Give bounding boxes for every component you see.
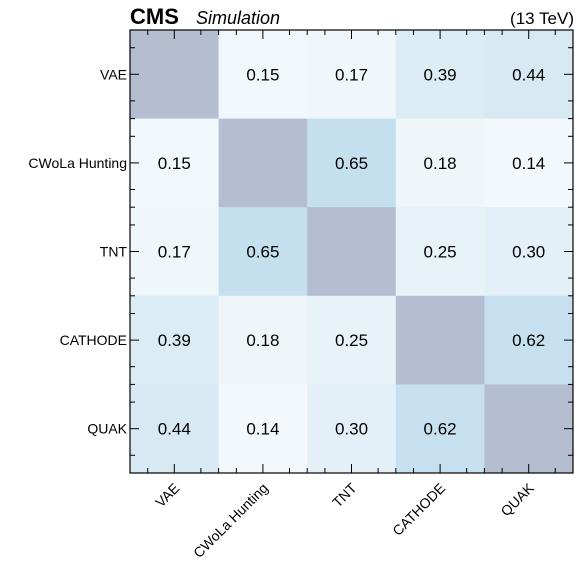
energy-label: (13 TeV) <box>510 9 574 28</box>
x-tick-label-vae: VAE <box>152 480 182 510</box>
heatmap-cell-tnt-cwola-hunting <box>218 207 308 297</box>
heatmap-cell-quak-quak <box>484 384 574 474</box>
y-tick-label-cwola-hunting: CWoLa Hunting <box>28 155 127 171</box>
experiment-label: CMS <box>130 4 179 29</box>
heatmap-cell-tnt-vae <box>130 207 220 297</box>
y-tick-label-cathode: CATHODE <box>60 332 127 348</box>
simulation-label: Simulation <box>196 8 280 28</box>
cell-value-label: 0.18 <box>246 331 279 350</box>
x-tick-label-cathode: CATHODE <box>389 480 448 539</box>
cell-value-label: 0.39 <box>158 331 191 350</box>
x-axis-labels: VAE CWoLa Hunting TNT CATHODE QUAK <box>152 479 537 560</box>
heatmap-cell-cwola-hunting-quak <box>484 118 574 208</box>
heatmap-cell-vae-quak <box>484 30 574 120</box>
heatmap-cells <box>130 30 574 474</box>
heatmap-cell-vae-tnt <box>307 30 397 120</box>
cell-value-label: 0.25 <box>335 331 368 350</box>
x-tick-label-quak: QUAK <box>497 479 537 519</box>
heatmap-cell-cathode-vae <box>130 295 220 385</box>
axis-ticks <box>130 30 573 473</box>
cell-value-label: 0.30 <box>512 243 545 262</box>
cell-value-label: 0.17 <box>158 243 191 262</box>
cell-value-label: 0.15 <box>158 154 191 173</box>
cell-value-label: 0.39 <box>424 65 457 84</box>
heatmap-cell-tnt-tnt <box>307 207 397 297</box>
cell-value-label: 0.17 <box>335 65 368 84</box>
heatmap-cell-tnt-cathode <box>395 207 485 297</box>
x-tick-label-cwola-hunting: CWoLa Hunting <box>190 480 271 561</box>
cell-value-label: 0.44 <box>512 65 545 84</box>
heatmap-cell-vae-cathode <box>395 30 485 120</box>
heatmap-cell-tnt-quak <box>484 207 574 297</box>
heatmap-cell-cwola-hunting-tnt <box>307 118 397 208</box>
cell-value-label: 0.25 <box>424 243 457 262</box>
cell-value-label: 0.18 <box>424 154 457 173</box>
cell-value-label: 0.62 <box>424 420 457 439</box>
y-axis-labels: VAE CWoLa Hunting TNT CATHODE QUAK <box>28 66 127 436</box>
heatmap-values: 0.15 0.17 0.39 0.44 0.15 0.65 0.18 0.14 0.17 0.65… <box>158 65 545 438</box>
x-tick-label-tnt: TNT <box>329 479 360 510</box>
y-tick-label-tnt: TNT <box>100 244 128 260</box>
cell-value-label: 0.62 <box>512 331 545 350</box>
heatmap-cell-quak-vae <box>130 384 220 474</box>
cell-value-label: 0.65 <box>246 243 279 262</box>
heatmap-cell-cathode-cwola-hunting <box>218 295 308 385</box>
cell-value-label: 0.65 <box>335 154 368 173</box>
cell-value-label: 0.15 <box>246 65 279 84</box>
heatmap-cell-quak-cathode <box>395 384 485 474</box>
y-tick-label-quak: QUAK <box>87 421 127 437</box>
cell-value-label: 0.30 <box>335 420 368 439</box>
heatmap-cell-vae-vae <box>130 30 220 120</box>
cell-value-label: 0.14 <box>512 154 545 173</box>
cell-value-label: 0.14 <box>246 420 279 439</box>
heatmap-cell-cathode-tnt <box>307 295 397 385</box>
heatmap-cell-vae-cwola-hunting <box>218 30 308 120</box>
y-tick-label-vae: VAE <box>100 66 127 82</box>
cell-value-label: 0.44 <box>158 420 191 439</box>
heatmap-cell-cwola-hunting-cathode <box>395 118 485 208</box>
heatmap-cell-cathode-cathode <box>395 295 485 385</box>
heatmap-cell-cwola-hunting-vae <box>130 118 220 208</box>
heatmap-cell-cathode-quak <box>484 295 574 385</box>
heatmap-cell-quak-cwola-hunting <box>218 384 308 474</box>
heatmap-cell-cwola-hunting-cwola-hunting <box>218 118 308 208</box>
heatmap-cell-quak-tnt <box>307 384 397 474</box>
